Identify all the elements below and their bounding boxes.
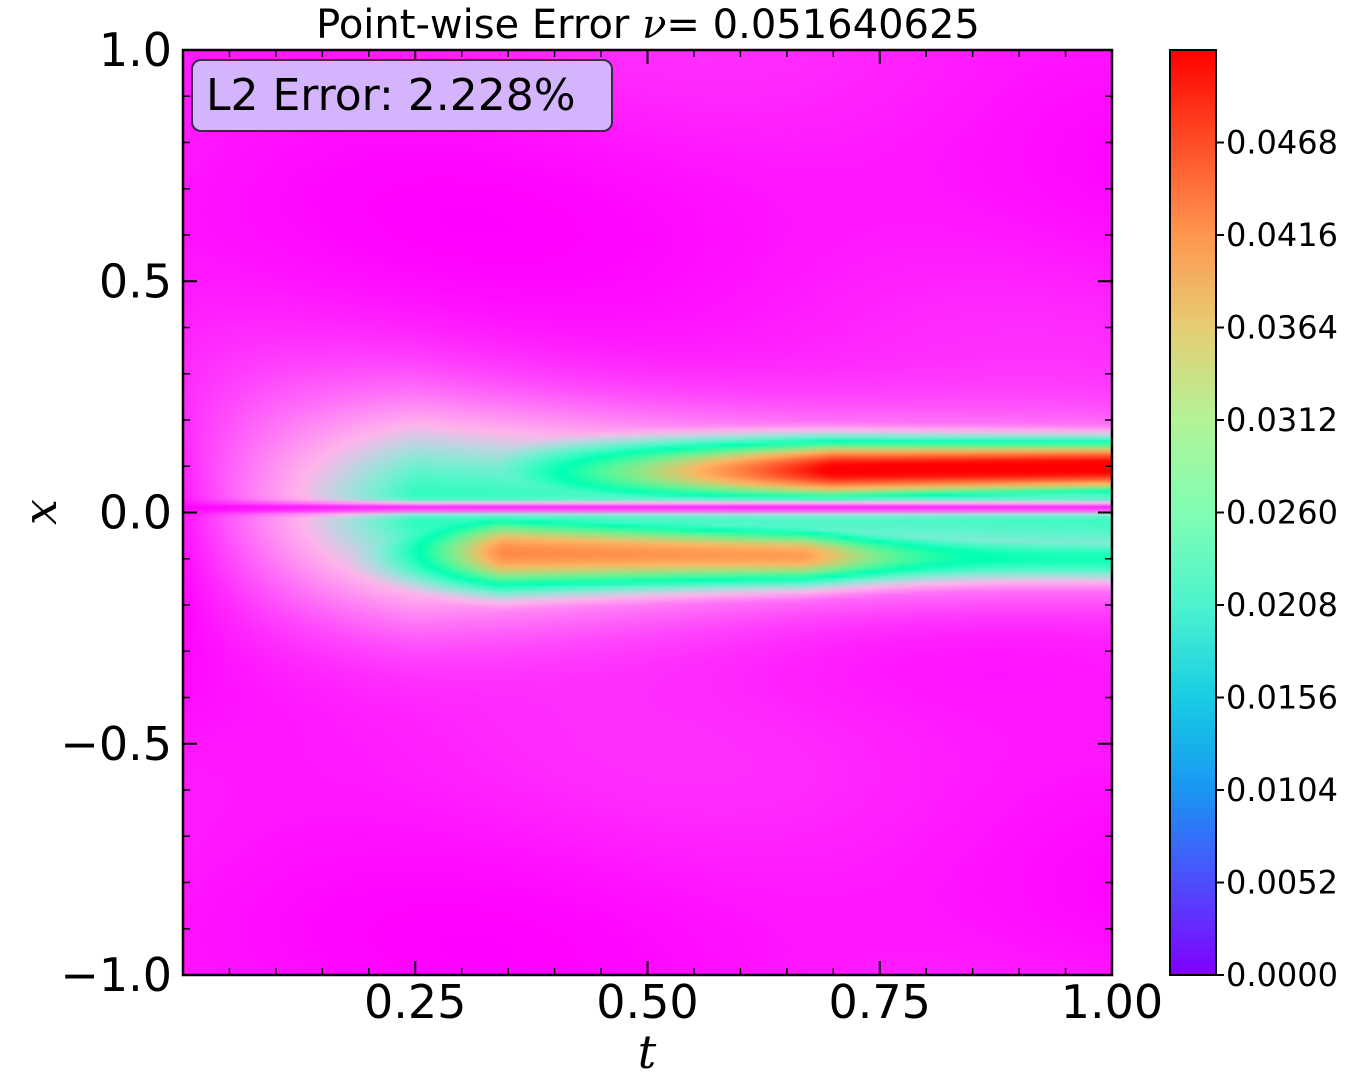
heatmap-plot	[183, 50, 1112, 975]
colorbar-tick-label: 0.0416	[1226, 216, 1338, 254]
chart-title: Point-wise Error ν= 0.051640625	[316, 2, 980, 48]
y-tick-label: −1.0	[60, 948, 172, 1002]
colorbar-tick-label: 0.0312	[1226, 401, 1338, 439]
colorbar-tick-label: 0.0260	[1226, 494, 1338, 532]
l2-error-badge: L2 Error: 2.228%	[191, 59, 613, 132]
colorbar-gradient	[1170, 50, 1216, 975]
chart-title-value: = 0.051640625	[666, 2, 979, 48]
l2-error-badge-box	[191, 59, 613, 132]
colorbar-ticks: 0.0000 0.0052 0.0104 0.0156 0.0208 0.0260 0.03…	[1216, 124, 1338, 994]
x-axis-label: t	[638, 1025, 657, 1079]
y-tick-label: 1.0	[99, 23, 172, 77]
y-tick-labels: −1.0 −0.5 0.0 0.5 1.0	[60, 23, 172, 1002]
x-tick-labels: 0.25 0.50 0.75 1.00	[364, 975, 1163, 1029]
x-tick-label: 1.00	[1061, 975, 1163, 1029]
x-tick-label: 0.75	[829, 975, 931, 1029]
y-tick-label: 0.0	[99, 486, 172, 540]
heatmap-image	[183, 50, 1112, 975]
colorbar-tick-label: 0.0052	[1226, 864, 1338, 902]
chart-title-text: Point-wise Error	[316, 2, 630, 48]
colorbar-tick-label: 0.0364	[1226, 309, 1338, 347]
x-tick-label: 0.25	[364, 975, 466, 1029]
colorbar-tick-label: 0.0104	[1226, 771, 1338, 809]
colorbar-tick-label: 0.0000	[1226, 956, 1338, 994]
y-axis-label: x	[13, 499, 67, 525]
plot-frame	[181, 48, 1114, 977]
colorbar-tick-label: 0.0468	[1226, 124, 1338, 162]
colorbar-tick-label: 0.0156	[1226, 679, 1338, 717]
colorbar: 0.0000 0.0052 0.0104 0.0156 0.0208 0.0260 0.03…	[1169, 49, 1338, 994]
x-tick-label: 0.50	[596, 975, 698, 1029]
l2-error-label: L2 Error: 2.228%	[206, 70, 576, 121]
colorbar-tick-label: 0.0208	[1226, 586, 1338, 624]
y-tick-label: −0.5	[60, 717, 172, 771]
chart-title-variable: ν	[642, 2, 666, 48]
y-tick-label: 0.5	[99, 254, 172, 308]
